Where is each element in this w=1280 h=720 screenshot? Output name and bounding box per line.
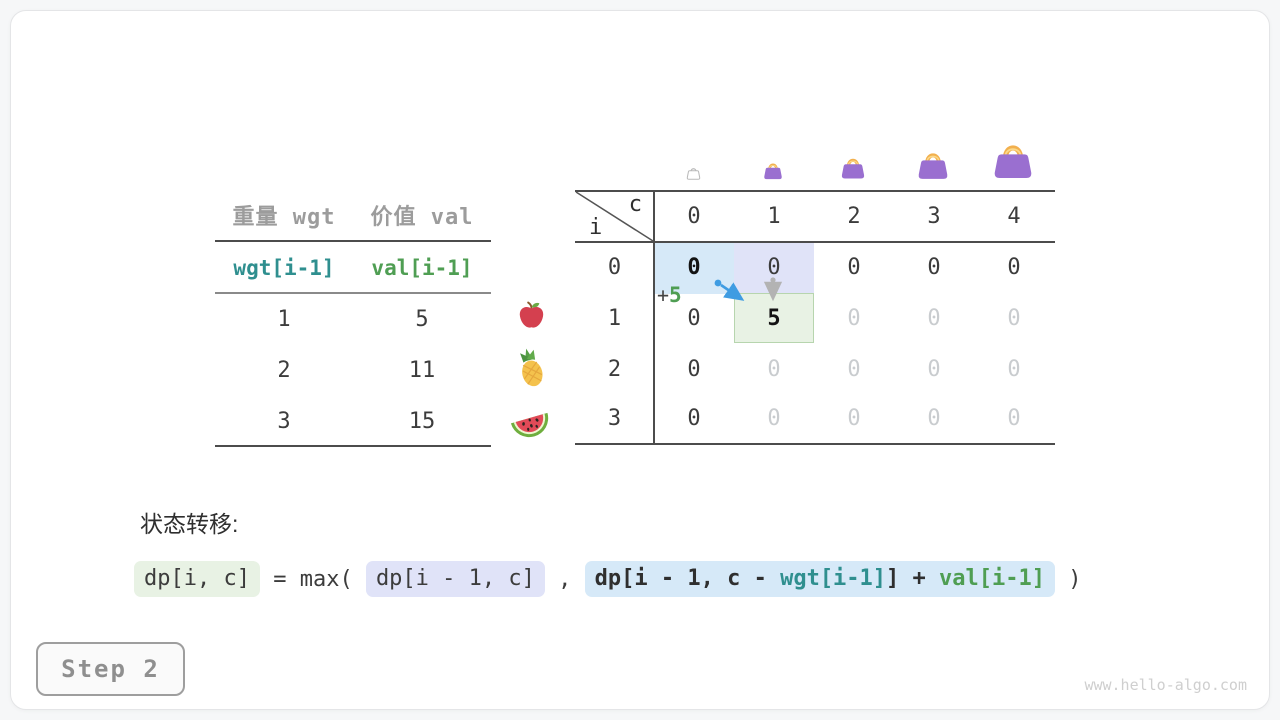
row-header-1: 1 <box>607 306 622 331</box>
dp-cell-0-1: 0 <box>767 255 781 280</box>
dp-rule-bottom <box>575 443 1055 445</box>
dp-cell-2-3: 0 <box>927 357 941 382</box>
corner-row-var: i <box>589 215 603 240</box>
dp-cell-0-4: 0 <box>1007 255 1021 280</box>
item-table-header-value: 价值 val <box>370 205 474 230</box>
dp-cell-2-4: 0 <box>1007 357 1021 382</box>
dp-cell-0-0: 0 <box>687 255 701 280</box>
item-table-val-index: val[i-1] <box>371 255 473 280</box>
item-table-wgt-index: wgt[i-1] <box>233 255 335 280</box>
item-table-rule-top <box>215 240 491 242</box>
dp-cell-0-2: 0 <box>847 255 861 280</box>
dp-corner-cell: c i <box>575 190 654 242</box>
dp-rule-header <box>575 241 1055 243</box>
formula-arg2-mid: ] + <box>886 566 940 591</box>
formula-arg2-val: val[i-1] <box>939 566 1045 591</box>
plus-sign: + <box>657 283 670 307</box>
corner-col-var: c <box>628 192 642 217</box>
formula-arg1: dp[i - 1, c] <box>365 561 545 597</box>
dp-cell-3-2: 0 <box>847 406 861 431</box>
watermelon-icon <box>510 412 549 438</box>
dp-cells: 0 0 0 0 0 0 5 0 0 0 0 0 0 0 0 0 0 0 0 0 <box>654 242 1054 442</box>
col-header-4: 4 <box>1007 203 1021 229</box>
formula-arg2: dp[i - 1, c - wgt[i-1]] + val[i-1] <box>584 561 1055 597</box>
item-table-rule-bottom <box>215 445 491 447</box>
item-1-value: 5 <box>415 307 429 332</box>
bag-icon-4 <box>994 145 1032 178</box>
step-badge-label: Step 2 <box>61 655 160 683</box>
step-badge: Step 2 <box>36 642 185 696</box>
item-3-weight: 3 <box>277 409 291 434</box>
bag-icon-3 <box>918 153 948 179</box>
item-2-value: 11 <box>408 358 436 383</box>
apple-icon <box>519 301 544 328</box>
dp-table: c i 0 1 2 3 4 0 1 2 3 0 0 0 0 0 0 5 0 <box>575 190 1055 445</box>
dp-cell-1-0: 0 <box>687 306 701 331</box>
formula-arg2-prefix: dp[i - 1, c - <box>594 566 781 591</box>
dp-cell-3-0: 0 <box>687 406 701 431</box>
dp-rule-vertical <box>653 190 655 444</box>
watermark: www.hello-algo.com <box>1084 676 1247 694</box>
formula-arg2-wgt: wgt[i-1] <box>780 566 887 591</box>
state-transition-label: 状态转移: <box>140 511 239 537</box>
dp-cell-3-4: 0 <box>1007 406 1021 431</box>
pineapple-icon <box>520 348 543 387</box>
bag-icon-1 <box>764 163 782 180</box>
row-header-3: 3 <box>607 406 622 431</box>
dp-cell-2-1: 0 <box>767 357 781 382</box>
item-table-rule-mid <box>215 292 491 294</box>
dp-cell-1-2: 0 <box>847 306 861 331</box>
highlight-cell-1-1 <box>734 293 814 343</box>
item-3-value: 15 <box>408 409 436 434</box>
dp-cell-1-3: 0 <box>927 306 941 331</box>
dp-row-headers: 0 1 2 3 <box>575 242 654 442</box>
state-transition-formula: dp[i, c] = max( dp[i - 1, c] , dp[i - 1,… <box>134 561 1082 597</box>
dp-cell-0-3: 0 <box>927 255 941 280</box>
dp-cell-1-1: 5 <box>767 306 781 331</box>
plus-amount: 5 <box>669 283 682 307</box>
dp-column-headers: 0 1 2 3 4 <box>654 190 1054 242</box>
item-table: 重量 wgt 价值 val wgt[i-1] val[i-1] 1 5 2 11… <box>215 190 491 448</box>
item-row-3: 3 15 <box>215 396 491 447</box>
col-header-0: 0 <box>687 203 701 229</box>
dp-cell-2-0: 0 <box>687 357 701 382</box>
bag-icon-2 <box>841 158 865 179</box>
formula-op: = max( <box>259 566 366 592</box>
row-header-2: 2 <box>607 357 622 382</box>
col-header-3: 3 <box>927 203 941 229</box>
row-header-0: 0 <box>607 255 622 280</box>
item-1-weight: 1 <box>277 307 291 332</box>
item-table-header-row: 重量 wgt 价值 val <box>215 190 491 240</box>
dp-cell-3-3: 0 <box>927 406 941 431</box>
formula-lhs: dp[i, c] <box>134 561 260 597</box>
plus-value-annotation: +5 <box>657 283 682 307</box>
col-header-2: 2 <box>847 203 861 229</box>
dp-cell-3-1: 0 <box>767 406 781 431</box>
item-table-index-row: wgt[i-1] val[i-1] <box>215 242 491 293</box>
col-header-1: 1 <box>767 203 781 229</box>
item-row-1: 1 5 <box>215 294 491 345</box>
item-row-2: 2 11 <box>215 345 491 396</box>
dp-cell-2-2: 0 <box>847 357 861 382</box>
item-2-weight: 2 <box>277 358 291 383</box>
dp-cell-1-4: 0 <box>1007 306 1021 331</box>
corner-diagonal-line <box>575 191 654 242</box>
item-table-header-weight: 重量 wgt <box>232 205 336 230</box>
formula-close: ) <box>1055 566 1082 592</box>
formula-comma: , <box>544 566 585 592</box>
dp-rule-top <box>575 190 1055 192</box>
bag-icon-empty <box>686 168 701 180</box>
